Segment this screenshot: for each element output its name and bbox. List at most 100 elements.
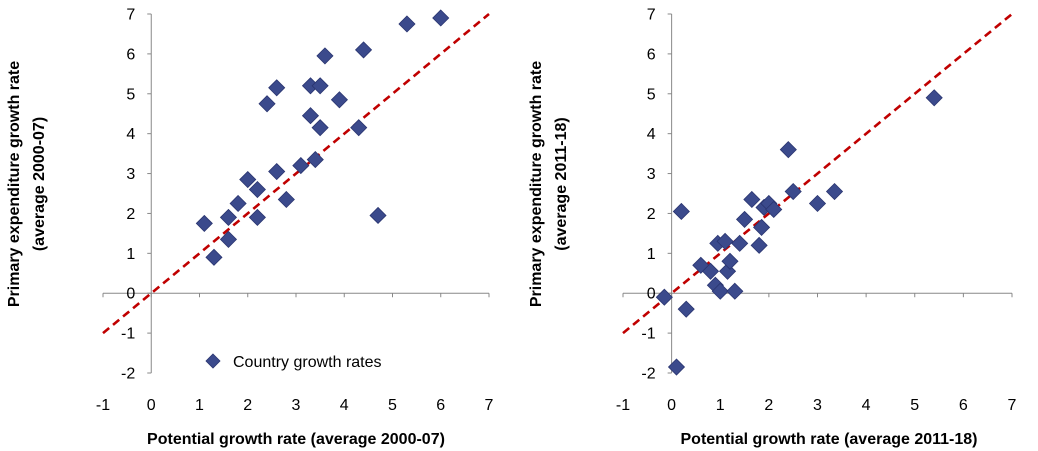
data-point	[672, 202, 690, 221]
data-point	[735, 210, 754, 228]
data-point	[330, 91, 348, 109]
legend-label: Country growth rates	[233, 354, 382, 371]
y-tick-label: 1	[126, 246, 135, 263]
x-tick-label: -1	[96, 397, 110, 414]
data-point	[677, 300, 695, 318]
y-tick-label: 5	[647, 86, 656, 103]
data-point	[229, 194, 247, 213]
data-point	[398, 15, 416, 33]
data-point	[655, 288, 673, 306]
y-tick-label: 0	[647, 286, 656, 303]
y-tick-label: 6	[126, 46, 135, 63]
y-tick-label: 3	[647, 166, 656, 183]
data-point	[753, 218, 771, 236]
y-tick-label: 5	[126, 86, 135, 103]
data-point	[219, 208, 238, 226]
data-point	[354, 41, 373, 59]
data-point	[716, 232, 734, 250]
x-tick-label: 4	[862, 397, 871, 414]
chart-left: -2 -1 0 1 2 3 4 5 6 7 -1 0 1 2 3 4 5 6 7 Potential growth …	[6, 7, 494, 449]
data-point	[779, 141, 797, 159]
x-tick-label: 1	[195, 397, 204, 414]
y-axis-title-right-line1: Primary expenditure growth rate	[528, 61, 545, 307]
data-point	[316, 47, 334, 65]
data-point	[711, 282, 729, 300]
data-point	[301, 107, 320, 125]
y-tick-label: -1	[641, 326, 655, 343]
x-tick-label: 3	[292, 397, 301, 414]
data-point	[667, 358, 686, 376]
y-axis-title-left-line2: (average 2000-07)	[31, 117, 48, 251]
y-axis-title-left-line1: Primary expenditure growth rate	[6, 61, 23, 307]
data-point	[925, 89, 943, 107]
y-tick-label: 4	[126, 126, 135, 143]
x-tick-label: -1	[616, 397, 630, 414]
data-point	[808, 194, 827, 213]
data-point	[432, 9, 450, 27]
reference-line-right	[622, 12, 1013, 335]
data-point	[277, 190, 295, 209]
axes-left: -2 -1 0 1 2 3 4 5 6 7 -1 0 1 2 3 4 5 6 7	[96, 7, 494, 415]
data-point	[248, 208, 266, 226]
y-tick-label: 4	[647, 126, 656, 143]
x-axis-title-left: Potential growth rate (average 2000-07)	[147, 431, 445, 448]
data-point	[825, 182, 844, 201]
y-tick-label: 1	[647, 246, 656, 263]
data-point	[195, 214, 213, 232]
data-point	[369, 206, 387, 225]
data-point	[205, 248, 223, 266]
x-tick-label: 4	[340, 397, 349, 414]
markers-left	[102, 9, 490, 335]
y-tick-label: 6	[647, 46, 656, 63]
x-tick-label: 0	[667, 397, 676, 414]
x-axis-title-right: Potential growth rate (average 2011-18)	[681, 431, 978, 448]
data-point	[726, 282, 744, 300]
data-point	[292, 157, 310, 175]
y-tick-label: 7	[647, 7, 656, 24]
data-point	[784, 182, 802, 201]
x-tick-label: 2	[764, 397, 773, 414]
y-tick-label: -2	[121, 366, 135, 383]
chart-right: -2 -1 0 1 2 3 4 5 6 7 -1 0 1 2 3 4 5 6 7 Potential growth …	[528, 7, 1017, 449]
data-point	[731, 234, 749, 252]
y-axis-title-right-line2: (average 2011-18)	[553, 117, 570, 250]
data-point	[258, 95, 276, 113]
x-tick-label: 5	[910, 397, 919, 414]
x-tick-label: 3	[813, 397, 822, 414]
data-point	[750, 236, 768, 254]
y-tick-label: -1	[121, 326, 135, 343]
y-tick-label: 2	[126, 206, 135, 223]
data-point	[701, 262, 720, 280]
y-tick-label: 0	[126, 286, 135, 303]
x-tick-label: 5	[388, 397, 397, 414]
data-point	[718, 262, 737, 280]
data-point	[268, 79, 286, 97]
data-point	[239, 170, 257, 189]
data-point	[219, 230, 238, 248]
data-point	[721, 252, 739, 270]
reference-line-left	[102, 12, 490, 335]
y-tick-label: 3	[126, 166, 135, 183]
x-tick-label: 1	[716, 397, 725, 414]
x-tick-label: 7	[1008, 397, 1017, 414]
x-tick-label: 6	[959, 397, 968, 414]
y-tick-label: 7	[126, 7, 135, 24]
data-point	[743, 190, 761, 209]
x-tick-label: 0	[147, 397, 156, 414]
axes-right: -2 -1 0 1 2 3 4 5 6 7 -1 0 1 2 3 4 5 6 7	[616, 7, 1017, 415]
y-tick-label: -2	[641, 366, 655, 383]
data-point	[311, 119, 329, 137]
x-tick-label: 6	[436, 397, 445, 414]
y-tick-label: 2	[647, 206, 656, 223]
data-point	[248, 180, 266, 199]
x-tick-label: 7	[485, 397, 494, 414]
data-point	[306, 151, 324, 169]
x-tick-label: 2	[243, 397, 252, 414]
markers-right	[622, 12, 1013, 376]
data-point	[268, 162, 286, 181]
data-point	[350, 119, 368, 137]
data-point	[311, 77, 329, 95]
legend-marker-icon	[205, 353, 221, 369]
legend: Country growth rates	[205, 353, 382, 371]
